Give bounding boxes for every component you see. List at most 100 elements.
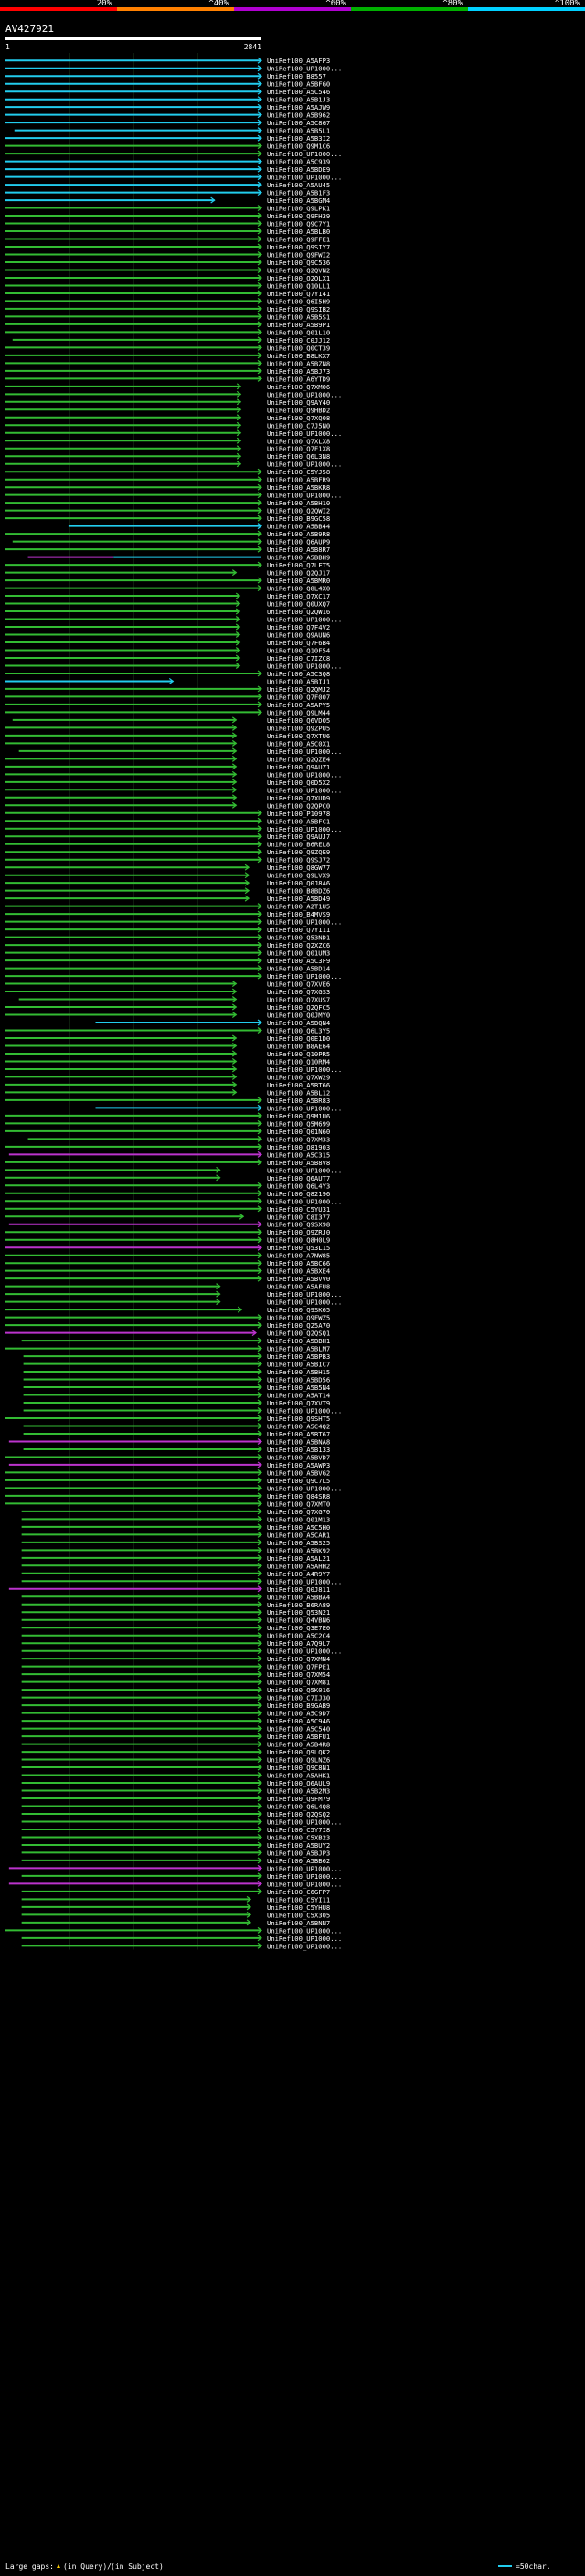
hit-label[interactable]: UniRef100_Q6AUL9 (267, 1779, 330, 1787)
hit-label[interactable]: UniRef100_Q7XMN4 (267, 1655, 330, 1663)
hit-label[interactable]: UniRef100_B8BDZ6 (267, 887, 330, 896)
hit-label[interactable]: UniRef100_Q7XM33 (267, 1135, 330, 1143)
hit-label[interactable]: UniRef100_UP1000... (267, 1104, 342, 1112)
hit-label[interactable]: UniRef100_A5C5H0 (267, 1523, 330, 1532)
hit-label[interactable]: UniRef100_UP1000... (267, 1166, 342, 1174)
hit-label[interactable]: UniRef100_UP1000... (267, 786, 342, 794)
hit-label[interactable]: UniRef100_Q7XUS7 (267, 996, 330, 1004)
hit-label[interactable]: UniRef100_Q8L4X0 (267, 585, 330, 593)
hit-label[interactable]: UniRef100_UP1000... (267, 1935, 342, 1943)
hit-label[interactable]: UniRef100_Q9AUZ1 (267, 763, 330, 771)
hit-label[interactable]: UniRef100_Q7F007 (267, 693, 330, 701)
hit-label[interactable]: UniRef100_A5B5S1 (267, 313, 330, 321)
hit-label[interactable]: UniRef100_A5BFU1 (267, 1733, 330, 1741)
hit-label[interactable]: UniRef100_A5C939 (267, 158, 330, 166)
hit-label[interactable]: UniRef100_B6RA89 (267, 1601, 330, 1609)
hit-label[interactable]: UniRef100_Q9ZPU5 (267, 724, 330, 732)
hit-label[interactable]: UniRef100_A5C540 (267, 1725, 330, 1733)
hit-label[interactable]: UniRef100_A5B133 (267, 1446, 330, 1454)
hit-label[interactable]: UniRef100_UP1000... (267, 662, 342, 670)
hit-label[interactable]: UniRef100_UP1000... (267, 1484, 342, 1492)
hit-label[interactable]: UniRef100_Q9ZRJ0 (267, 1228, 330, 1236)
hit-label[interactable]: UniRef100_Q9LM44 (267, 708, 330, 716)
hit-label[interactable]: UniRef100_UP1000... (267, 150, 342, 158)
hit-label[interactable]: UniRef100_Q53N21 (267, 1608, 330, 1617)
hit-label[interactable]: UniRef100_C5YJ58 (267, 468, 330, 476)
hit-label[interactable]: UniRef100_Q9SIB2 (267, 305, 330, 313)
hit-label[interactable]: UniRef100_A5C2C4 (267, 1632, 330, 1640)
hit-label[interactable]: UniRef100_A5B962 (267, 111, 330, 120)
hit-label[interactable]: UniRef100_Q0J8A6 (267, 879, 330, 887)
hit-label[interactable]: UniRef100_Q2XZC6 (267, 941, 330, 949)
hit-label[interactable]: UniRef100_Q10PR5 (267, 1050, 330, 1058)
hit-label[interactable]: UniRef100_A5BDE9 (267, 165, 330, 174)
hit-label[interactable]: UniRef100_Q9M1U6 (267, 1112, 330, 1120)
hit-label[interactable]: UniRef100_UP1000... (267, 1880, 342, 1888)
hit-label[interactable]: UniRef100_Q9C7L5 (267, 1477, 330, 1485)
hit-label[interactable]: UniRef100_A5B3I2 (267, 134, 330, 143)
hit-label[interactable]: UniRef100_Q2QW16 (267, 608, 330, 616)
hit-label[interactable]: UniRef100_A5B8V8 (267, 1159, 330, 1167)
hit-label[interactable]: UniRef100_Q9ZQE9 (267, 848, 330, 856)
hit-label[interactable]: UniRef100_UP1000... (267, 972, 342, 981)
hit-label[interactable]: UniRef100_UP1000... (267, 1065, 342, 1074)
hit-label[interactable]: UniRef100_Q2QSQ1 (267, 1330, 330, 1338)
hit-label[interactable]: UniRef100_Q7XM54 (267, 1670, 330, 1679)
hit-label[interactable]: UniRef100_Q9FWI2 (267, 250, 330, 259)
hit-label[interactable]: UniRef100_Q7FPE1 (267, 1663, 330, 1671)
hit-label[interactable]: UniRef100_B9GAB9 (267, 1701, 330, 1710)
hit-label[interactable]: UniRef100_Q2QJ17 (267, 569, 330, 578)
hit-label[interactable]: UniRef100_A5BIC7 (267, 1361, 330, 1369)
hit-label[interactable]: UniRef100_Q53ND1 (267, 934, 330, 942)
hit-label[interactable]: UniRef100_Q7XVT9 (267, 1399, 330, 1407)
hit-label[interactable]: UniRef100_UP1000... (267, 461, 342, 469)
hit-label[interactable]: UniRef100_A5BBA4 (267, 1593, 330, 1601)
hit-label[interactable]: UniRef100_Q9M1C6 (267, 143, 330, 151)
hit-label[interactable]: UniRef100_A5BVD7 (267, 1453, 330, 1461)
hit-label[interactable]: UniRef100_A5B4R8 (267, 1741, 330, 1749)
hit-label[interactable]: UniRef100_UP1000... (267, 1299, 342, 1307)
hit-label[interactable]: UniRef100_B4MVS9 (267, 910, 330, 918)
hit-label[interactable]: UniRef100_C0JJ12 (267, 336, 330, 345)
hit-label[interactable]: UniRef100_UP1000... (267, 918, 342, 927)
hit-label[interactable]: UniRef100_Q6AUP9 (267, 538, 330, 546)
hit-label[interactable]: UniRef100_A5BNA8 (267, 1437, 330, 1446)
hit-label[interactable]: UniRef100_Q4VBN6 (267, 1617, 330, 1625)
hit-label[interactable]: UniRef100_A5C9D7 (267, 1710, 330, 1718)
hit-label[interactable]: UniRef100_Q9LVX9 (267, 872, 330, 880)
hit-label[interactable]: UniRef100_Q01N60 (267, 1128, 330, 1136)
hit-label[interactable]: UniRef100_C7J5N0 (267, 421, 330, 429)
hit-label[interactable]: UniRef100_UP1000... (267, 429, 342, 438)
hit-label[interactable]: UniRef100_Q7XC17 (267, 592, 330, 600)
hit-label[interactable]: UniRef100_A5B9R8 (267, 530, 330, 538)
hit-label[interactable]: UniRef100_UP1000... (267, 1197, 342, 1205)
hit-label[interactable]: UniRef100_A5BZN8 (267, 359, 330, 367)
hit-label[interactable]: UniRef100_Q9SK65 (267, 1306, 330, 1314)
hit-label[interactable]: UniRef100_A5AL21 (267, 1554, 330, 1563)
hit-label[interactable]: UniRef100_C5YI11 (267, 1895, 330, 1903)
hit-label[interactable]: UniRef100_Q9AUN6 (267, 631, 330, 640)
hit-label[interactable]: UniRef100_Q9AY40 (267, 398, 330, 407)
hit-label[interactable]: UniRef100_UP1000... (267, 616, 342, 624)
hit-label[interactable]: UniRef100_A5C0X1 (267, 739, 330, 747)
hit-label[interactable]: UniRef100_Q9SIY7 (267, 243, 330, 251)
hit-label[interactable]: UniRef100_C5Y7I8 (267, 1826, 330, 1834)
hit-label[interactable]: UniRef100_UP1000... (267, 492, 342, 500)
hit-label[interactable]: UniRef100_A7Q9L7 (267, 1639, 330, 1648)
hit-label[interactable]: UniRef100_A6YTD9 (267, 375, 330, 383)
hit-label[interactable]: UniRef100_C5YU31 (267, 1205, 330, 1214)
hit-label[interactable]: UniRef100_A5BD56 (267, 1376, 330, 1384)
hit-label[interactable]: UniRef100_A5BL12 (267, 1088, 330, 1097)
hit-label[interactable]: UniRef100_A5BFC1 (267, 817, 330, 825)
hit-label[interactable]: UniRef100_A5BJ73 (267, 367, 330, 376)
hit-label[interactable]: UniRef100_A5BIJ1 (267, 677, 330, 685)
hit-label[interactable]: UniRef100_Q9FFE1 (267, 236, 330, 244)
hit-label[interactable]: UniRef100_A5BVV0 (267, 1275, 330, 1283)
hit-label[interactable]: UniRef100_A5C3F9 (267, 957, 330, 965)
hit-label[interactable]: UniRef100_A5BGM4 (267, 196, 330, 205)
hit-label[interactable]: UniRef100_A5AFP3 (267, 57, 330, 65)
hit-label[interactable]: UniRef100_C6GFP7 (267, 1888, 330, 1896)
hit-label[interactable]: UniRef100_Q9FM79 (267, 1795, 330, 1803)
hit-label[interactable]: UniRef100_Q8GW77 (267, 864, 330, 872)
hit-label[interactable]: UniRef100_Q7XLX8 (267, 437, 330, 445)
